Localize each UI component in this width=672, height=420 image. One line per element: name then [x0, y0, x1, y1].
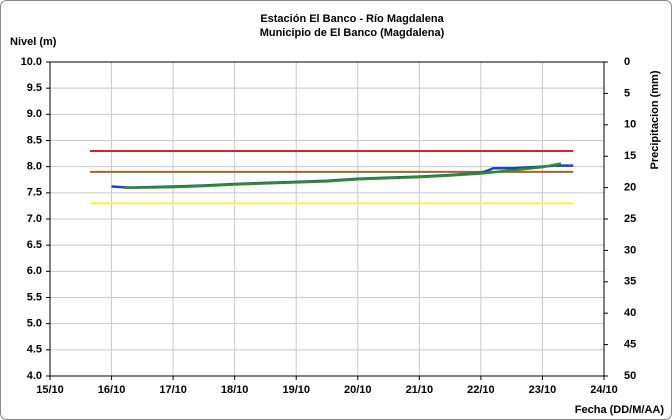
y-tick-label: 6.5: [27, 239, 42, 251]
y-tick-label: 7.0: [27, 213, 42, 225]
y-tick-label: 7.5: [27, 187, 42, 199]
y2-tick-label: 25: [624, 213, 636, 225]
chart-title: Estación El Banco - Río Magdalena: [260, 13, 444, 25]
y-tick-label: 10.0: [21, 56, 42, 68]
x-tick-label: 17/10: [159, 384, 187, 396]
y2-tick-label: 0: [624, 56, 630, 68]
y2-tick-label: 40: [624, 307, 636, 319]
x-tick-label: 15/10: [36, 384, 64, 396]
y-tick-label: 8.5: [27, 134, 42, 146]
x-tick-label: 16/10: [98, 384, 126, 396]
y2-axis-title: Precipitacion (mm): [649, 70, 661, 169]
y-tick-label: 6.0: [27, 265, 42, 277]
y-tick-label: 4.5: [27, 344, 42, 356]
y2-tick-label: 15: [624, 150, 636, 162]
x-tick-label: 20/10: [344, 384, 372, 396]
y2-tick-label: 5: [624, 87, 630, 99]
plot-area-border: [49, 61, 605, 377]
y-tick-label: 5.0: [27, 318, 42, 330]
x-tick-label: 23/10: [529, 384, 557, 396]
x-tick-label: 21/10: [406, 384, 434, 396]
chart-subtitle: Municipio de El Banco (Magdalena): [260, 27, 445, 39]
y-axis-title: Nivel (m): [10, 36, 57, 48]
y2-tick-label: 35: [624, 276, 636, 288]
x-tick-label: 18/10: [221, 384, 249, 396]
y-tick-label: 9.0: [27, 108, 42, 120]
x-axis-title: Fecha (DD/M/AA): [575, 404, 665, 416]
y2-tick-label: 50: [624, 370, 636, 382]
series-line: [123, 162, 562, 189]
x-tick-label: 19/10: [282, 384, 310, 396]
y2-tick-label: 20: [624, 182, 636, 194]
y-tick-label: 4.0: [27, 370, 42, 382]
y-tick-label: 5.5: [27, 291, 42, 303]
y2-tick-label: 45: [624, 339, 636, 351]
y-tick-label: 8.0: [27, 161, 42, 173]
y2-tick-label: 10: [624, 119, 636, 131]
y-tick-label: 9.5: [27, 82, 42, 94]
x-tick-label: 22/10: [467, 384, 495, 396]
x-tick-label: 24/10: [590, 384, 618, 396]
y2-tick-label: 30: [624, 244, 636, 256]
